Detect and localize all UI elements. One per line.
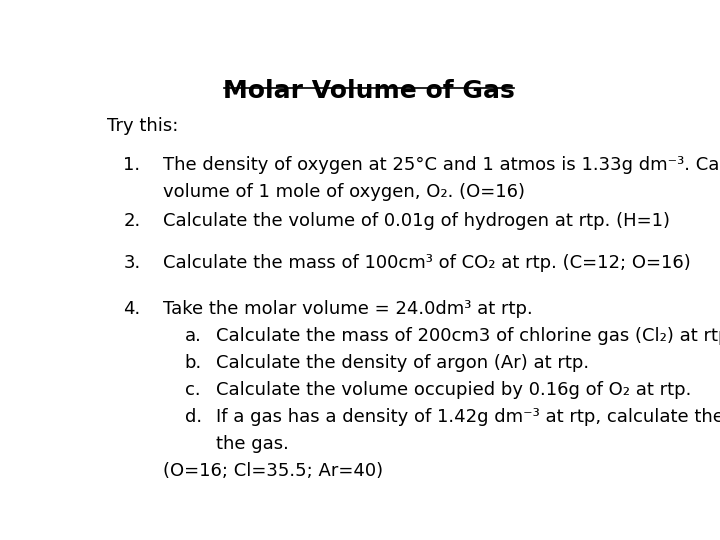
Text: b.: b. xyxy=(185,354,202,372)
Text: the gas.: the gas. xyxy=(215,435,289,453)
Text: Try this:: Try this: xyxy=(107,117,178,135)
Text: The density of oxygen at 25°C and 1 atmos is 1.33g dm⁻³. Calculate the: The density of oxygen at 25°C and 1 atmo… xyxy=(163,156,720,174)
Text: Calculate the mass of 100cm³ of CO₂ at rtp. (C=12; O=16): Calculate the mass of 100cm³ of CO₂ at r… xyxy=(163,254,690,272)
Text: Calculate the volume of 0.01g of hydrogen at rtp. (H=1): Calculate the volume of 0.01g of hydroge… xyxy=(163,212,670,231)
Text: If a gas has a density of 1.42g dm⁻³ at rtp, calculate the mass of 1 mole of: If a gas has a density of 1.42g dm⁻³ at … xyxy=(215,408,720,426)
Text: volume of 1 mole of oxygen, O₂. (O=16): volume of 1 mole of oxygen, O₂. (O=16) xyxy=(163,183,525,201)
Text: Molar Volume of Gas: Molar Volume of Gas xyxy=(223,79,515,103)
Text: d.: d. xyxy=(185,408,202,426)
Text: c.: c. xyxy=(185,381,200,399)
Text: 3.: 3. xyxy=(124,254,140,272)
Text: (O=16; Cl=35.5; Ar=40): (O=16; Cl=35.5; Ar=40) xyxy=(163,462,382,480)
Text: Calculate the mass of 200cm3 of chlorine gas (Cl₂) at rtp.: Calculate the mass of 200cm3 of chlorine… xyxy=(215,327,720,345)
Text: 1.: 1. xyxy=(124,156,140,174)
Text: a.: a. xyxy=(185,327,202,345)
Text: Calculate the density of argon (Ar) at rtp.: Calculate the density of argon (Ar) at r… xyxy=(215,354,589,372)
Text: Take the molar volume = 24.0dm³ at rtp.: Take the molar volume = 24.0dm³ at rtp. xyxy=(163,300,532,318)
Text: 2.: 2. xyxy=(124,212,140,231)
Text: Calculate the volume occupied by 0.16g of O₂ at rtp.: Calculate the volume occupied by 0.16g o… xyxy=(215,381,691,399)
Text: 4.: 4. xyxy=(124,300,140,318)
